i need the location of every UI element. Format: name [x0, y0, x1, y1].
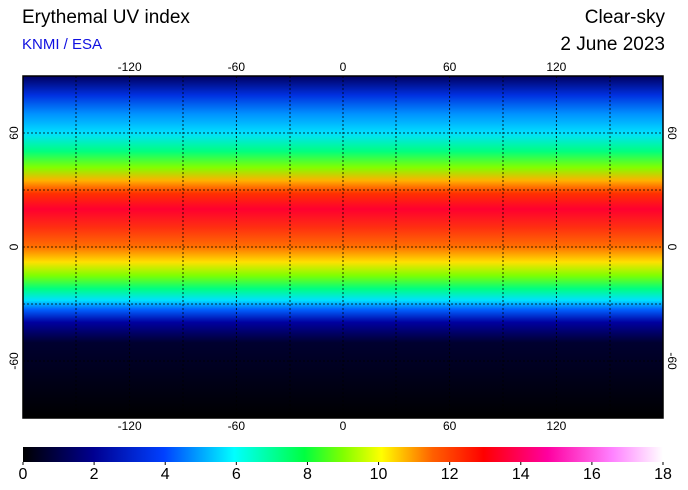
colorbar-tick-label: 18	[654, 466, 672, 483]
lat-tick-label: 0	[665, 244, 679, 251]
source: KNMI / ESA	[22, 36, 102, 53]
lon-tick-label: 60	[443, 419, 457, 433]
lat-tick-label: -60	[7, 352, 21, 370]
colorbar-tick-label: 16	[583, 466, 601, 483]
colorbar	[23, 447, 663, 462]
lon-tick-label: -60	[228, 419, 246, 433]
lon-tick-label: -120	[118, 419, 142, 433]
colorbar-tick-label: 8	[303, 466, 312, 483]
colorbar-tick-label: 4	[161, 466, 170, 483]
colorbar-tick-label: 2	[90, 466, 99, 483]
lon-tick-label: 120	[546, 419, 566, 433]
lon-tick-label: 0	[340, 419, 347, 433]
mode: Clear-sky	[585, 7, 666, 28]
lon-tick-label: 0	[340, 60, 347, 74]
lat-tick-label: 0	[7, 243, 21, 250]
colorbar-tick-label: 10	[370, 466, 388, 483]
title: Erythemal UV index	[22, 7, 190, 28]
lon-tick-label: -120	[118, 60, 142, 74]
lat-tick-label: -60	[665, 352, 679, 370]
lon-tick-label: 60	[443, 60, 457, 74]
colorbar-tick-label: 14	[512, 466, 530, 483]
lon-tick-label: 120	[546, 60, 566, 74]
date: 2 June 2023	[560, 34, 665, 55]
colorbar-tick-label: 0	[19, 466, 28, 483]
lat-tick-label: 60	[665, 126, 679, 140]
colorbar-tick-label: 6	[232, 466, 241, 483]
lat-tick-label: 60	[7, 126, 21, 140]
lon-tick-label: -60	[228, 60, 246, 74]
colorbar-tick-label: 12	[441, 466, 459, 483]
